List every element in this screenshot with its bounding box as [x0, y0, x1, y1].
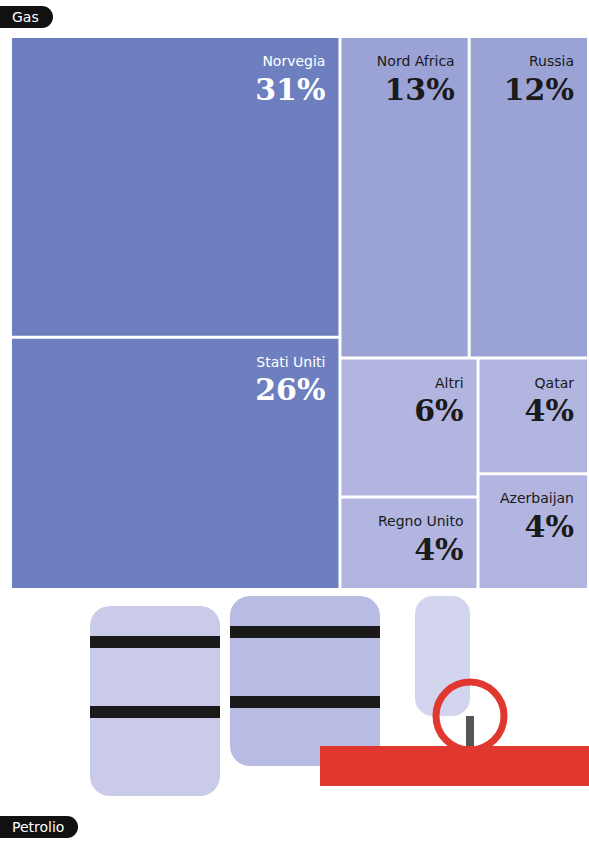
svg-text:12%: 12%: [504, 72, 574, 107]
svg-text:Russia: Russia: [529, 53, 574, 69]
svg-text:4%: 4%: [525, 393, 574, 428]
svg-text:Norvegia: Norvegia: [262, 53, 325, 69]
svg-text:4%: 4%: [525, 509, 574, 544]
svg-text:13%: 13%: [384, 72, 454, 107]
html-text:Gas: Gas: [12, 9, 39, 25]
html-text:Petrolio: Petrolio: [12, 819, 65, 835]
svg-text:Azerbaijan: Azerbaijan: [500, 490, 574, 506]
svg-text:Qatar: Qatar: [535, 375, 575, 391]
svg-text:31%: 31%: [255, 72, 325, 107]
svg-text:Stati Uniti: Stati Uniti: [256, 354, 325, 370]
svg-text:Regno Unito: Regno Unito: [378, 513, 464, 529]
svg-text:4%: 4%: [414, 532, 463, 567]
svg-text:Nord Africa: Nord Africa: [377, 53, 455, 69]
svg-text:6%: 6%: [414, 393, 463, 428]
svg-text:26%: 26%: [255, 372, 325, 407]
svg-text:Altri: Altri: [435, 375, 464, 391]
